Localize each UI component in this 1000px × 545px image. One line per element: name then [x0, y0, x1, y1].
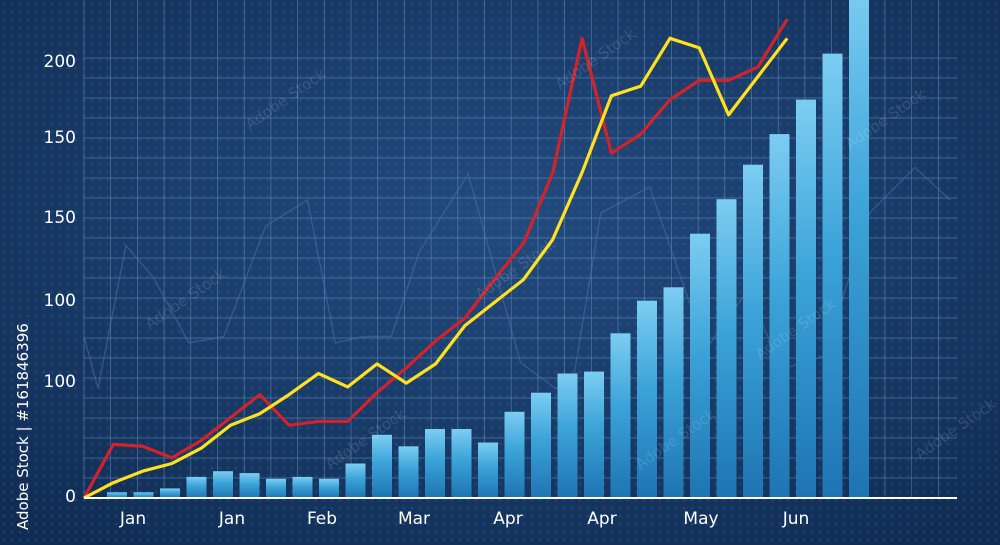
- x-tick-label: May: [683, 509, 718, 529]
- bar: [663, 287, 684, 498]
- x-tick-label: Jun: [782, 509, 810, 529]
- y-tick-labels: 0 100 100 150 150 200: [44, 52, 76, 507]
- bar: [398, 446, 419, 498]
- bar: [345, 463, 366, 498]
- bar: [372, 434, 392, 498]
- line-series-group: [82, 18, 789, 500]
- bar: [610, 333, 631, 498]
- y-tick-label: 150: [44, 128, 76, 148]
- bar: [478, 442, 498, 498]
- bar: [557, 373, 578, 498]
- x-tick-label: Apr: [493, 509, 522, 529]
- bar: [266, 478, 286, 498]
- bar: [716, 199, 737, 498]
- x-tick-label: Jan: [218, 509, 245, 529]
- bar-series: [107, 0, 869, 499]
- bar: [690, 233, 710, 498]
- bar: [239, 473, 260, 498]
- x-tick-label: Apr: [587, 509, 616, 529]
- bar: [849, 0, 869, 499]
- bar: [637, 300, 657, 498]
- x-tick-label: Feb: [307, 509, 337, 529]
- x-tick-labels: Jan Jan Feb Mar Apr Apr May Jun: [119, 509, 809, 529]
- bar: [319, 478, 339, 498]
- bar: [796, 99, 816, 498]
- series-line-1: [83, 36, 789, 500]
- bar: [292, 476, 313, 498]
- bar: [425, 429, 445, 498]
- bar: [822, 53, 843, 498]
- bar: [584, 371, 604, 498]
- y-tick-label: 0: [65, 487, 76, 507]
- bar: [451, 429, 472, 498]
- bar: [504, 411, 525, 498]
- bar: [160, 488, 180, 498]
- y-tick-label: 100: [44, 291, 76, 311]
- x-tick-label: Mar: [398, 509, 430, 529]
- y-tick-label: 100: [44, 372, 76, 392]
- bar: [743, 164, 763, 498]
- bar: [531, 392, 551, 498]
- bar: [107, 492, 127, 498]
- bar: [133, 492, 154, 498]
- y-tick-label: 150: [44, 208, 76, 228]
- x-tick-label: Jan: [119, 509, 146, 529]
- y-tick-label: 200: [44, 52, 76, 72]
- series-line-0: [82, 18, 789, 499]
- bar: [186, 476, 207, 498]
- bar: [769, 134, 790, 498]
- watermark-side: Adobe Stock | #161846396: [14, 323, 32, 530]
- bar: [213, 471, 233, 498]
